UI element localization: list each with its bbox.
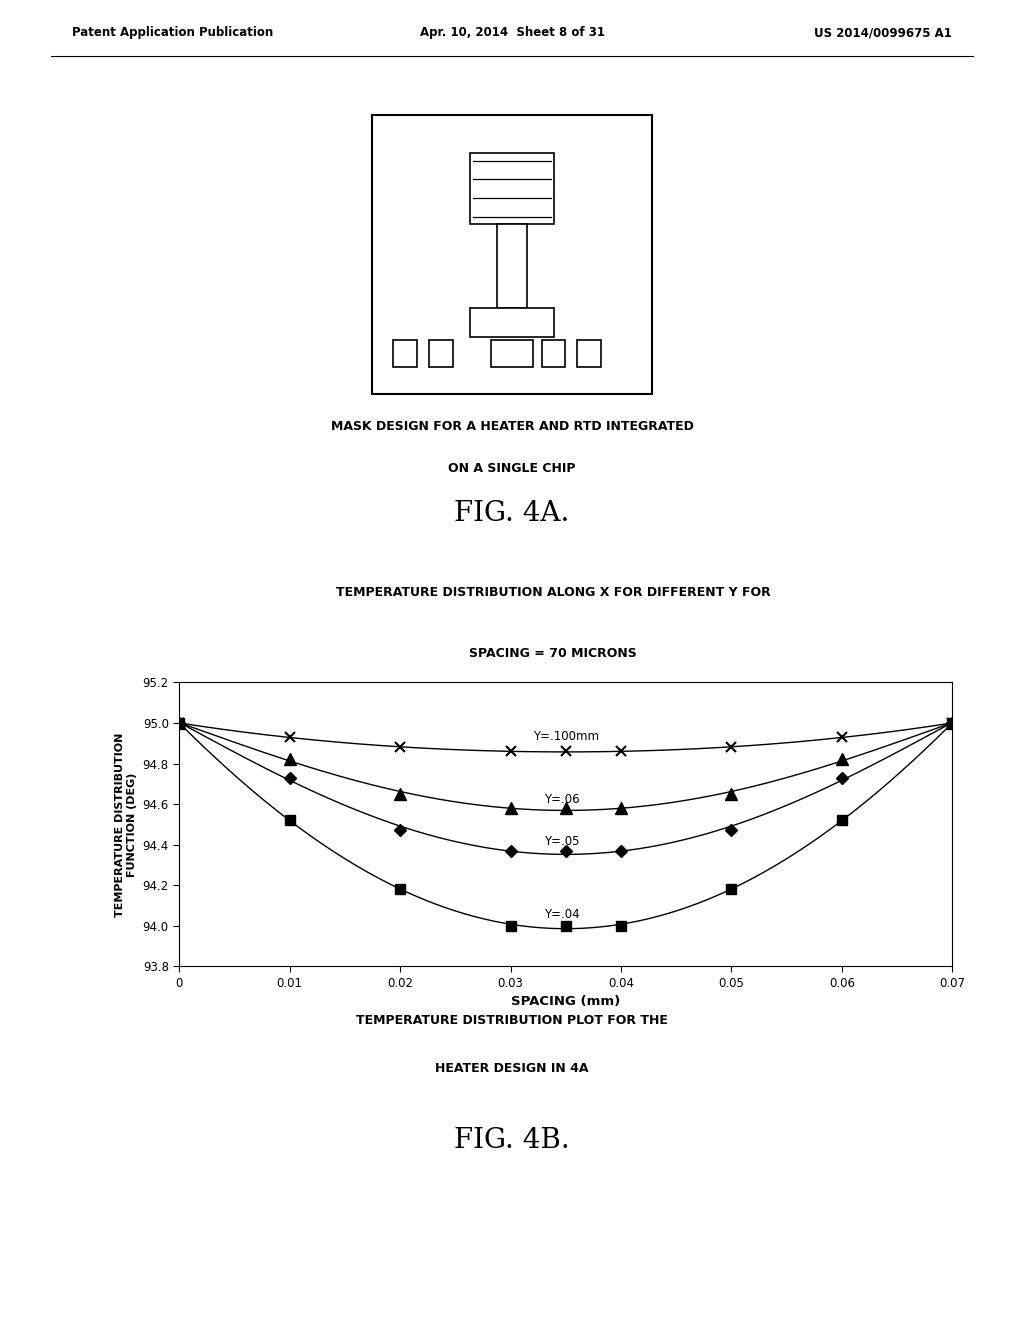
Text: Y=.05: Y=.05	[544, 836, 580, 847]
Bar	[470, 308, 554, 337]
Text: Patent Application Publication: Patent Application Publication	[72, 26, 273, 40]
Bar	[492, 341, 532, 367]
Text: ON A SINGLE CHIP: ON A SINGLE CHIP	[449, 462, 575, 474]
Bar	[578, 341, 601, 367]
Text: SPACING = 70 MICRONS: SPACING = 70 MICRONS	[469, 647, 637, 660]
X-axis label: SPACING (mm): SPACING (mm)	[511, 995, 621, 1008]
Bar	[429, 341, 453, 367]
Text: TEMPERATURE DISTRIBUTION PLOT FOR THE: TEMPERATURE DISTRIBUTION PLOT FOR THE	[356, 1014, 668, 1027]
Text: US 2014/0099675 A1: US 2014/0099675 A1	[814, 26, 952, 40]
Text: TEMPERATURE DISTRIBUTION ALONG X FOR DIFFERENT Y FOR: TEMPERATURE DISTRIBUTION ALONG X FOR DIF…	[336, 586, 770, 599]
Bar	[470, 153, 554, 224]
Bar	[542, 341, 565, 367]
Text: Y=.04: Y=.04	[544, 908, 580, 921]
Y-axis label: TEMPERATURE DISTRIBUTION
FUNCTION (DEG): TEMPERATURE DISTRIBUTION FUNCTION (DEG)	[116, 733, 137, 916]
Text: FIG. 4B.: FIG. 4B.	[454, 1127, 570, 1154]
Text: FIG. 4A.: FIG. 4A.	[455, 500, 569, 527]
Text: Y=.06: Y=.06	[544, 792, 580, 805]
Bar	[497, 224, 527, 308]
Text: Y=.100mm: Y=.100mm	[532, 730, 599, 743]
Bar	[373, 115, 651, 393]
Text: Apr. 10, 2014  Sheet 8 of 31: Apr. 10, 2014 Sheet 8 of 31	[420, 26, 604, 40]
Text: HEATER DESIGN IN 4A: HEATER DESIGN IN 4A	[435, 1061, 589, 1074]
Bar	[393, 341, 417, 367]
Text: MASK DESIGN FOR A HEATER AND RTD INTEGRATED: MASK DESIGN FOR A HEATER AND RTD INTEGRA…	[331, 420, 693, 433]
